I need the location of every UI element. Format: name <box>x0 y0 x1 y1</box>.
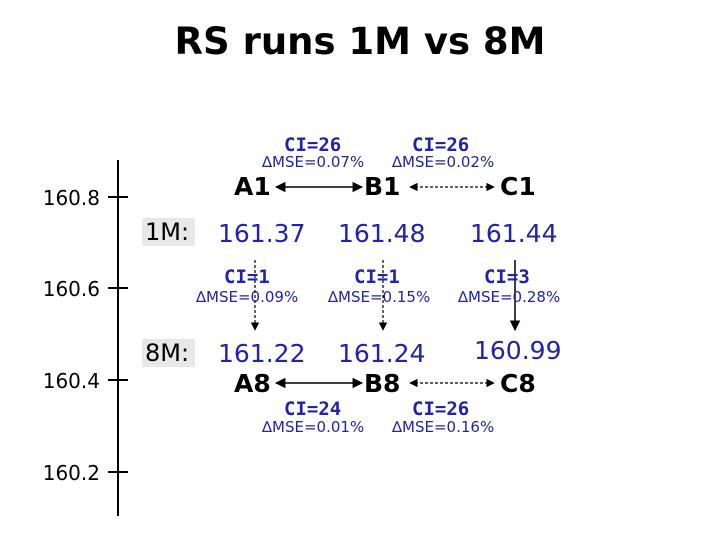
mse-b1-b8: ∆MSE=0.15% <box>328 288 431 306</box>
value-c8: 160.99 <box>474 336 562 365</box>
value-a8: 161.22 <box>218 339 306 368</box>
run-label-1m: 1M: <box>142 218 196 246</box>
axis-tick-label: 160.2 <box>42 461 100 485</box>
value-a1: 161.37 <box>218 219 306 248</box>
mse-a1-a8: ∆MSE=0.09% <box>196 288 299 306</box>
mse-b8-c8: ∆MSE=0.16% <box>392 418 495 436</box>
ci-c1-c8: CI=3 <box>484 266 530 288</box>
value-b1: 161.48 <box>338 219 426 248</box>
mse-a8-b8: ∆MSE=0.01% <box>262 418 365 436</box>
node-b1: B1 <box>364 172 401 201</box>
run-label-8m: 8M: <box>142 339 196 367</box>
node-a8: A8 <box>234 369 271 398</box>
ci-b1-b8: CI=1 <box>354 266 400 288</box>
node-c1: C1 <box>500 172 536 201</box>
ci-a1-a8: CI=1 <box>224 266 270 288</box>
value-b8: 161.24 <box>338 339 426 368</box>
ci-a1-b1: CI=26 <box>284 134 342 156</box>
mse-a1-b1: ∆MSE=0.07% <box>262 153 365 171</box>
node-b8: B8 <box>364 369 401 398</box>
mse-c1-c8: ∆MSE=0.28% <box>458 288 561 306</box>
axis-tick-label: 160.8 <box>42 186 100 210</box>
axis-tick-label: 160.4 <box>42 369 100 393</box>
ci-b8-c8: CI=26 <box>412 398 470 420</box>
ci-a8-b8: CI=24 <box>284 398 342 420</box>
node-a1: A1 <box>234 172 271 201</box>
node-c8: C8 <box>500 369 536 398</box>
ci-b1-c1: CI=26 <box>412 134 470 156</box>
page-title: RS runs 1M vs 8M <box>174 20 546 63</box>
value-c1: 161.44 <box>470 219 558 248</box>
axis-tick-label: 160.6 <box>42 277 100 301</box>
mse-b1-c1: ∆MSE=0.02% <box>392 153 495 171</box>
